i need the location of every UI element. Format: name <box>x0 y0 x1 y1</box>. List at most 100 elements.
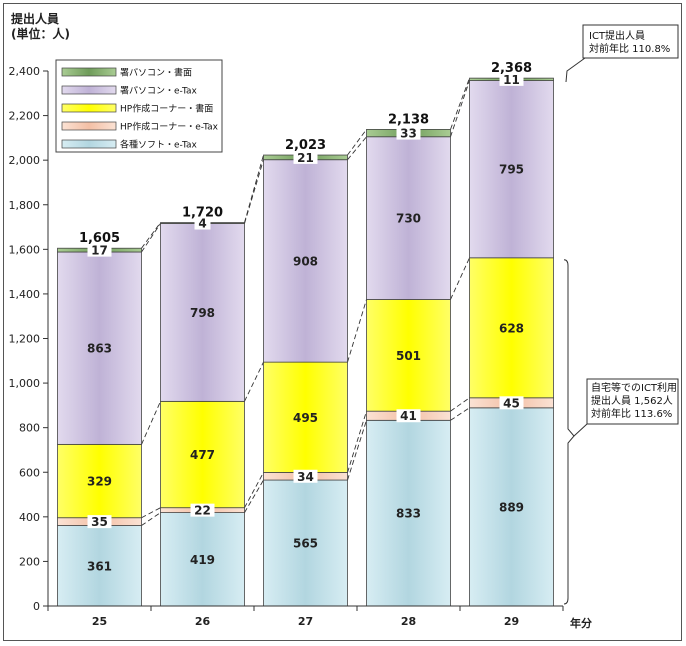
total-label: 1,605 <box>79 231 120 246</box>
data-label-bg <box>190 503 215 517</box>
connector-line <box>141 507 161 519</box>
data-label: 889 <box>499 500 524 514</box>
connector-line <box>450 407 470 421</box>
home-callout-pointer <box>573 423 588 437</box>
home-callout-text: 自宅等でのICT利用 <box>591 381 677 394</box>
legend-swatch <box>61 103 117 113</box>
y-tick-label: 1,800 <box>9 199 41 212</box>
y-axis-label-line: 提出人員 <box>11 11 59 26</box>
connector-line <box>347 129 367 156</box>
legend-label: HP作成コーナー・e-Tax <box>120 121 219 133</box>
y-tick-label: 2,000 <box>9 154 41 167</box>
data-label-bg <box>293 150 318 164</box>
x-tick-label: 25 <box>92 615 107 628</box>
data-label-bg <box>396 409 421 423</box>
y-tick-label: 0 <box>33 600 40 613</box>
data-label: 361 <box>87 559 112 573</box>
home-callout-text: 提出人員 1,562人 <box>591 394 673 407</box>
data-label: 495 <box>293 411 318 425</box>
legend-label: HP作成コーナー・書面 <box>120 103 213 115</box>
data-label: 4 <box>198 217 206 231</box>
data-label-bg <box>293 469 318 483</box>
y-tick-label: 2,200 <box>9 110 41 123</box>
total-label: 2,138 <box>388 112 429 127</box>
data-label: 11 <box>503 73 520 87</box>
data-label: 329 <box>87 475 112 489</box>
data-label: 833 <box>396 507 421 521</box>
connector-line <box>141 401 161 445</box>
chart-frame: 提出人員 (単位：人) 0 200 400 600 800 1,000 1,200 1,400 1… <box>3 3 682 641</box>
bar-segment <box>160 512 245 607</box>
home-callout-box <box>586 378 679 425</box>
x-tick-label: 29 <box>504 615 519 628</box>
data-label: 795 <box>499 163 524 177</box>
data-label: 908 <box>293 254 318 268</box>
bar-segment <box>57 525 142 607</box>
data-label: 565 <box>293 537 318 551</box>
y-tick-label: 2,400 <box>9 65 41 78</box>
data-label-bg <box>499 72 524 86</box>
bar-group: 361 35 329 863 171,605 <box>57 231 142 607</box>
connector-line <box>244 472 264 508</box>
data-label-bg <box>87 515 112 529</box>
data-label-bg <box>194 216 211 230</box>
total-label: 1,720 <box>182 206 223 221</box>
data-label: 21 <box>297 151 314 165</box>
y-tick-label: 1,000 <box>9 377 41 390</box>
ict-callout-text: ICT提出人員 <box>589 29 645 42</box>
data-label: 863 <box>87 342 112 356</box>
data-label: 798 <box>190 306 215 320</box>
legend-label: 署パソコン・e-Tax <box>120 86 197 97</box>
bar-group: 419 22 477 798 41,720 <box>160 206 245 607</box>
data-label: 22 <box>194 504 211 518</box>
total-label: 2,023 <box>285 138 326 153</box>
y-tick-label: 600 <box>19 466 40 479</box>
data-label-bg <box>87 243 112 257</box>
connector-line <box>450 77 470 130</box>
legend-swatch <box>61 67 117 77</box>
data-label: 17 <box>91 244 108 258</box>
connector-line <box>141 222 161 249</box>
x-tick-label: 28 <box>401 615 416 628</box>
y-tick-label: 1,400 <box>9 288 41 301</box>
connector-line <box>450 80 470 137</box>
bar-segment <box>469 80 554 259</box>
x-axis: 25 26 27 28 29 <box>47 605 564 628</box>
data-label: 628 <box>499 321 524 335</box>
bar-segment <box>366 299 451 412</box>
y-axis-label: 提出人員(単位：人) <box>11 11 70 41</box>
connector-line <box>347 411 367 473</box>
bar-group: 833 41 501 730 332,138 <box>366 112 451 607</box>
legend-swatch <box>61 85 117 95</box>
bar-segment <box>366 419 451 607</box>
connector-line <box>450 397 470 412</box>
bar-segment <box>160 400 245 509</box>
connector-line <box>347 136 367 161</box>
bar-segment <box>57 251 142 445</box>
ict-callout-pointer <box>565 57 586 83</box>
y-tick-label: 200 <box>19 555 40 568</box>
x-tick-label: 27 <box>298 615 313 628</box>
bars: 361 35 329 863 171,605 419 22 477 798 41,720 565 34… <box>57 61 554 607</box>
connector-line <box>244 154 264 223</box>
connector-line <box>244 361 264 402</box>
ict-callout-text: 対前年比 110.8% <box>589 42 670 55</box>
bar-segment <box>263 361 348 473</box>
data-label: 419 <box>190 553 215 567</box>
bar-segment <box>263 159 348 363</box>
home-callout-text: 対前年比 113.6% <box>591 407 672 420</box>
stacked-bar-chart: 提出人員(単位：人) 0 200 400 600 800 1,000 1,200 1,400 1… <box>9 11 679 630</box>
y-tick-label: 400 <box>19 511 40 524</box>
x-axis-label: 年分 <box>570 616 592 630</box>
data-label: 34 <box>297 470 314 484</box>
bar-segment <box>469 257 554 399</box>
bar-group: 889 45 628 795 112,368 <box>469 61 554 607</box>
y-tick-label: 800 <box>19 422 40 435</box>
legend-swatch <box>61 121 117 131</box>
ict-callout-box <box>582 24 679 59</box>
bar-group: 565 34 495 908 212,023 <box>263 138 348 607</box>
data-label: 45 <box>503 396 520 410</box>
data-label: 41 <box>400 409 417 423</box>
